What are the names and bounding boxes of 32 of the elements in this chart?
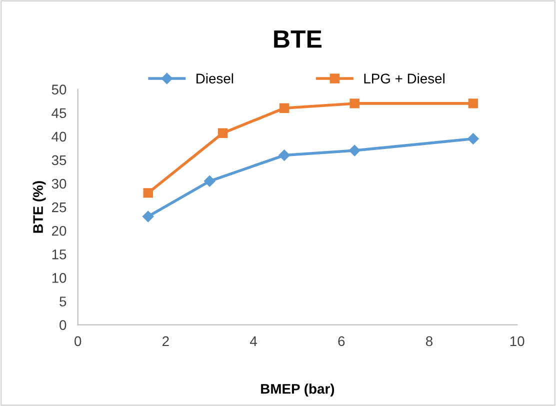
- y-tick-label: 10: [52, 273, 66, 283]
- point: [279, 103, 290, 114]
- point: [348, 144, 360, 156]
- y-tick-label: 20: [52, 226, 66, 236]
- y-tick-label: 15: [52, 250, 66, 260]
- point: [278, 150, 290, 161]
- y-tick-label: 45: [52, 108, 66, 118]
- y-tick-label: 25: [52, 202, 66, 212]
- point: [218, 128, 228, 138]
- point: [468, 133, 479, 144]
- x-tick-label: 10: [510, 336, 524, 346]
- y-tick-label: 0: [60, 320, 66, 330]
- point: [468, 98, 478, 108]
- x-tick-label: 0: [74, 336, 82, 346]
- point: [350, 98, 360, 108]
- point: [143, 188, 153, 198]
- legend-label: LPG + Diesel: [364, 73, 444, 84]
- point: [142, 210, 154, 222]
- y-tick-label: 5: [60, 296, 66, 306]
- y-tick-label: 35: [52, 155, 66, 166]
- y-tick-label: 50: [52, 84, 66, 94]
- x-tick-label: 8: [426, 336, 432, 346]
- y-tick-label: 30: [52, 178, 66, 189]
- x-tick-label: 4: [250, 336, 257, 346]
- chart-title: BTE: [274, 30, 322, 48]
- point: [204, 176, 216, 187]
- x-tick-label: 6: [338, 336, 345, 346]
- x-axis-title: BMEP (bar): [261, 384, 334, 397]
- legend-label: Diesel: [196, 73, 234, 84]
- y-axis-title: BTE (%): [32, 181, 46, 233]
- x-tick-label: 2: [162, 336, 169, 346]
- y-tick-label: 40: [52, 132, 66, 142]
